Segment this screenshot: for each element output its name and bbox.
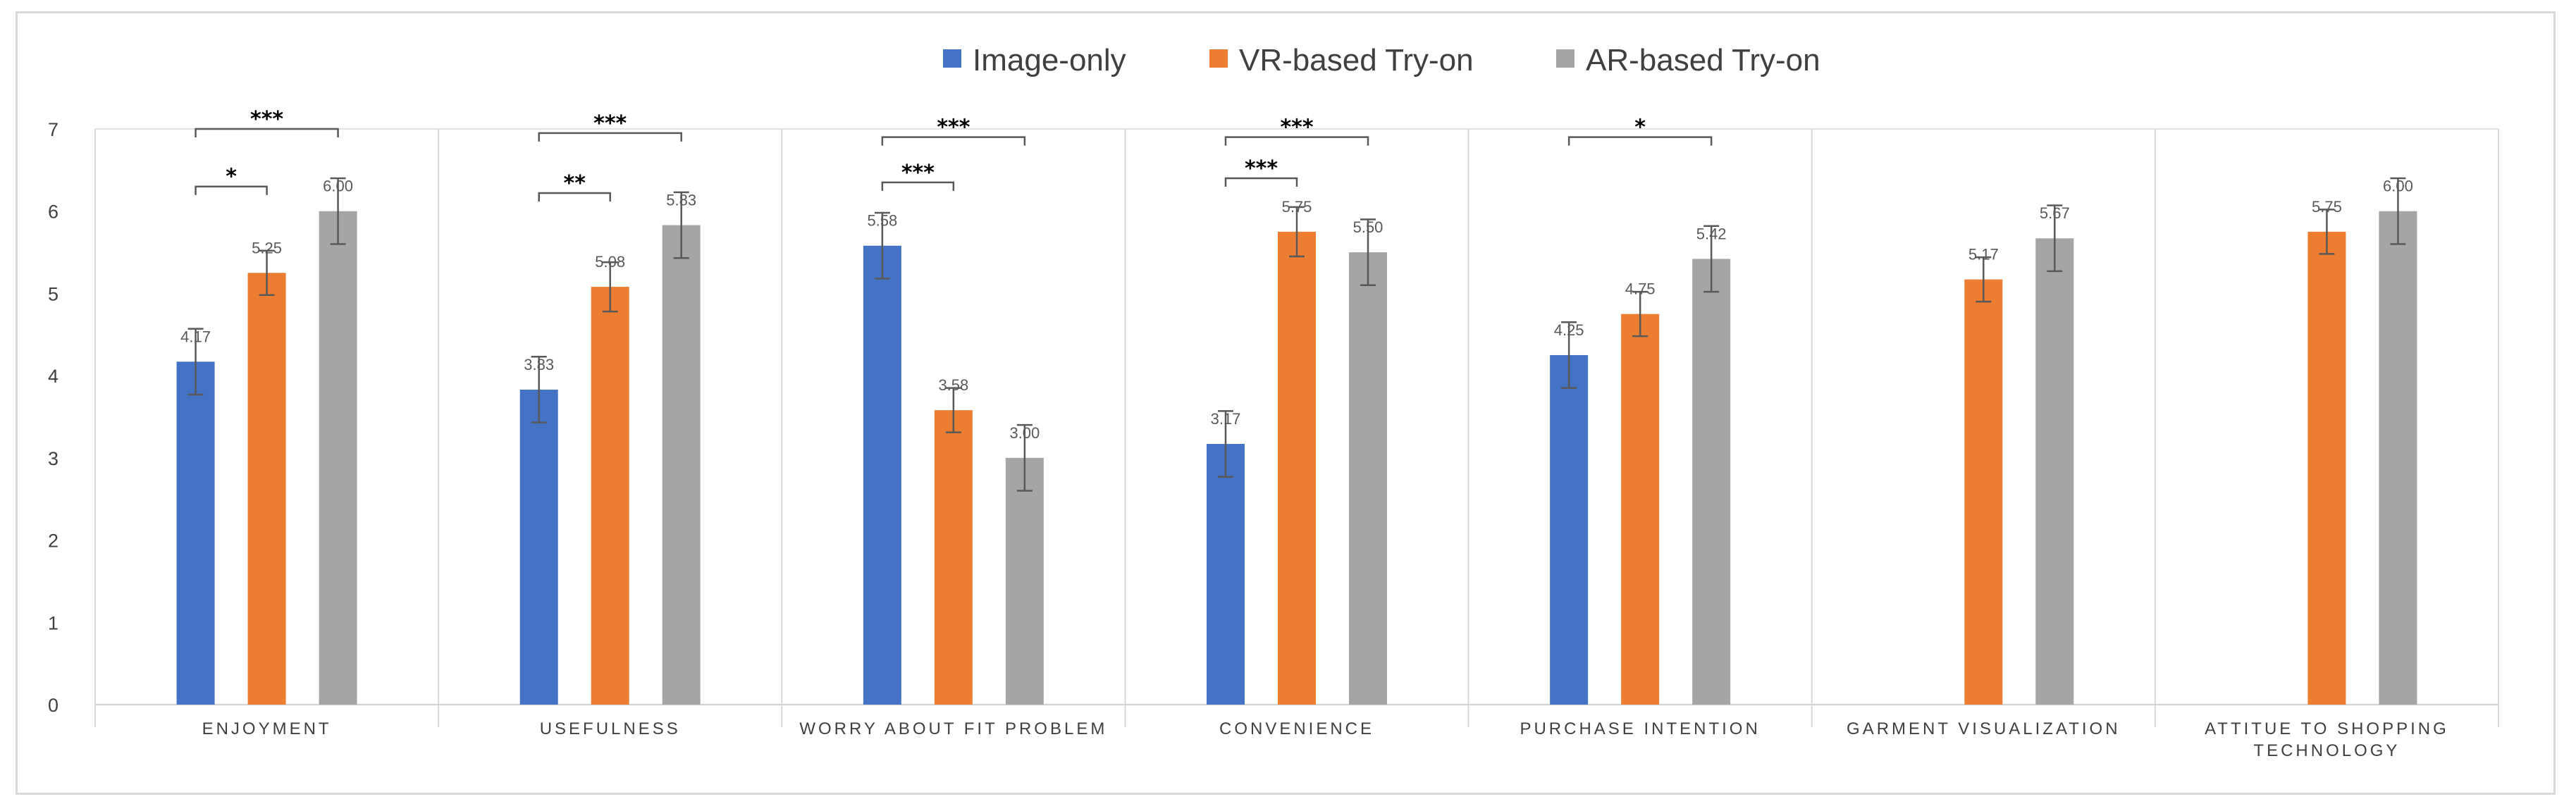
significance-bracket [1224,177,1298,187]
bar [2379,211,2417,705]
bar [1692,259,1731,705]
data-label: 5.83 [666,192,696,209]
bar [1550,354,1589,705]
category-label: ATTITUE TO SHOPPING [2205,719,2449,738]
significance-marker: *** [901,161,935,185]
bar [662,225,701,705]
bars: 4.17 3.83 5.58 3.17 4.25 5.25 5.08 3.58 5.75 4.75… [176,178,2417,705]
data-label: 3.58 [938,376,968,394]
category-label: WORRY ABOUT FIT PROBLEM [799,719,1107,738]
y-tick-label: 7 [48,119,58,140]
category-label: TECHNOLOGY [2253,741,2400,760]
significance-marker: *** [1280,116,1313,140]
bar [1964,279,2003,705]
data-label: 6.00 [323,178,353,195]
bar [934,410,973,705]
bar [247,273,286,705]
data-label: 6.00 [2383,178,2413,195]
bar [1349,252,1387,705]
significance-marker: *** [1245,156,1278,181]
significance-bracket [538,192,611,202]
y-tick-label: 5 [48,283,58,304]
bar [1207,444,1245,705]
significance-bracket [195,185,268,195]
legend-label: AR-based Try-on [1586,43,1820,78]
category-label: ENJOYMENT [202,719,332,738]
data-label: 4.75 [1625,280,1656,298]
legend-swatch [1209,49,1228,68]
bar [519,389,558,705]
significance-bracket [1567,136,1713,146]
legend: Image-only VR-based Try-on AR-based Try-on [943,43,1820,78]
data-label: 3.00 [1009,424,1040,442]
data-label: 4.25 [1554,321,1584,339]
significance-marker: * [1634,116,1646,140]
data-label: 5.08 [595,253,625,271]
data-label: 3.83 [524,356,554,373]
bar [1621,314,1660,705]
category-label: PURCHASE INTENTION [1520,719,1760,738]
data-label: 3.17 [1211,410,1241,428]
bar [319,211,357,705]
bar [1005,457,1044,705]
significance-bracket [881,136,1026,146]
bar [2035,238,2074,705]
significance-bracket [1224,136,1369,146]
axes: 0 1 2 3 4 5 6 7 ENJOYMENT USEFULNESS WORRY ABOUT F… [48,119,2499,760]
data-label: 5.75 [1282,198,1312,216]
data-label: 4.17 [180,328,211,345]
legend-swatch [1556,49,1574,68]
significance-marker: *** [937,116,970,140]
y-tick-label: 1 [48,612,58,633]
category-label: USEFULNESS [540,719,681,738]
y-tick-label: 6 [48,202,58,223]
data-label: 5.25 [252,239,282,256]
significance-marker: * [226,165,237,190]
legend-swatch [943,49,961,68]
y-tick-label: 3 [48,448,58,469]
significance-marker: ** [564,171,586,196]
data-label: 5.58 [867,212,897,230]
y-tick-label: 2 [48,531,58,552]
significance-marker: *** [250,107,283,132]
bar [591,287,629,705]
significance-bracket [538,132,682,142]
data-label: 5.17 [1968,246,1999,264]
data-label: 5.67 [2040,204,2070,222]
legend-label: VR-based Try-on [1239,43,1474,78]
bar [2307,231,2346,705]
bar [863,245,901,705]
y-tick-label: 4 [48,366,58,387]
significance-bracket [881,181,955,191]
legend-label: Image-only [973,43,1126,78]
y-tick-label: 0 [48,695,58,716]
data-label: 5.42 [1696,225,1727,242]
significance-marker: *** [593,111,627,136]
bar [176,361,215,705]
category-label: GARMENT VISUALIZATION [1847,719,2121,738]
data-label: 5.50 [1353,218,1383,236]
significance-annotations: ********************** [195,107,1713,202]
data-label: 5.75 [2312,198,2342,216]
significance-bracket [195,128,339,137]
bar [1278,231,1316,705]
category-label: CONVENIENCE [1219,719,1374,738]
